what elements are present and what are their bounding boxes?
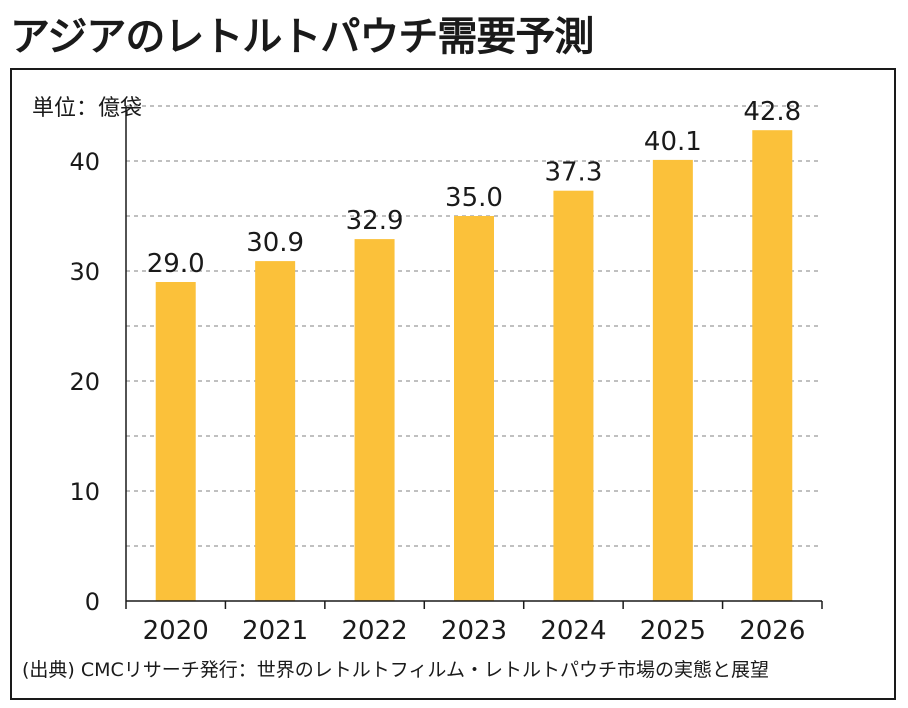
y-tick-label-40: 40 — [69, 148, 100, 176]
value-label-2025: 40.1 — [644, 127, 702, 157]
bar-2024 — [553, 190, 594, 601]
x-tick-label-2024: 2024 — [540, 616, 606, 646]
value-label-2021: 30.9 — [246, 228, 304, 258]
y-tick-label-20: 20 — [69, 368, 100, 396]
x-tick-label-2022: 2022 — [341, 616, 407, 646]
unit-label: 単位：億袋 — [32, 96, 143, 121]
value-label-2024: 37.3 — [544, 158, 602, 188]
x-tick-label-2025: 2025 — [640, 616, 706, 646]
value-label-2020: 29.0 — [147, 249, 205, 279]
value-label-2022: 32.9 — [346, 206, 404, 236]
bar-2023 — [454, 216, 494, 601]
bar-2022 — [354, 239, 395, 601]
x-tick-label-2020: 2020 — [143, 616, 209, 646]
bar-2026 — [752, 130, 793, 601]
bar-2025 — [652, 159, 693, 601]
bars — [155, 130, 793, 601]
x-tick-label-2023: 2023 — [441, 616, 507, 646]
value-label-2023: 35.0 — [445, 183, 503, 213]
x-tick-label-2021: 2021 — [242, 616, 308, 646]
y-tick-label-10: 10 — [69, 478, 100, 506]
source-note: (出典) CMCリサーチ発行：世界のレトルトフィルム・レトルトパウチ市場の実態と… — [22, 659, 770, 681]
bar-2021 — [255, 261, 296, 601]
value-label-2026: 42.8 — [743, 97, 801, 127]
bar-2020 — [155, 282, 196, 601]
chart-frame — [10, 68, 896, 700]
x-tick-label-2026: 2026 — [739, 616, 805, 646]
page-title: アジアのレトルトパウチ需要予測 — [10, 14, 594, 60]
y-tick-label-30: 30 — [69, 258, 100, 286]
labels: 0 10 20 30 40 29.0 2020 30.9 2021 32.9 2022 35.0 202… — [69, 97, 805, 646]
axes — [125, 106, 823, 609]
y-tick-label-0: 0 — [85, 588, 100, 616]
